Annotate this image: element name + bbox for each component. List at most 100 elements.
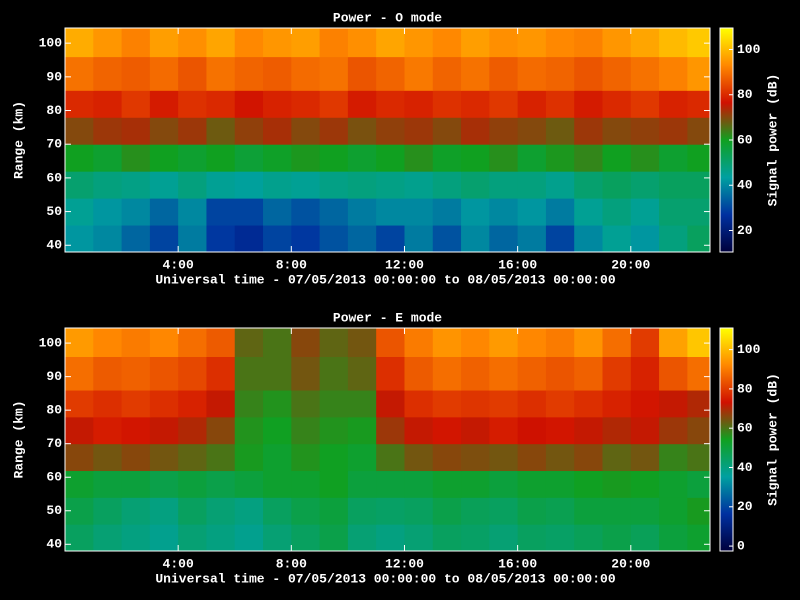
heat-cell bbox=[489, 198, 519, 226]
heat-cell bbox=[545, 28, 575, 58]
heat-cell bbox=[602, 56, 632, 91]
heat-cell bbox=[602, 198, 632, 226]
colorbar-tick-label: 20 bbox=[737, 223, 753, 238]
heat-cell bbox=[659, 225, 688, 253]
heat-cell bbox=[574, 470, 603, 498]
heat-cell bbox=[263, 356, 292, 391]
heat-cell bbox=[404, 497, 434, 525]
heat-cell bbox=[574, 328, 603, 358]
heat-cell bbox=[234, 443, 264, 472]
heat-cell bbox=[630, 144, 660, 172]
heat-cell bbox=[659, 56, 688, 91]
heat-cell bbox=[545, 470, 575, 498]
heat-cell bbox=[432, 497, 462, 525]
heat-cell bbox=[178, 443, 207, 472]
heat-cell bbox=[687, 144, 711, 172]
heat-cell bbox=[347, 90, 377, 118]
heat-cell bbox=[234, 390, 264, 418]
heat-cell bbox=[93, 90, 123, 118]
heat-cell bbox=[432, 198, 462, 226]
heat-cell bbox=[206, 390, 236, 418]
heat-cell bbox=[347, 171, 377, 199]
heat-cell bbox=[149, 356, 179, 391]
heat-cell bbox=[319, 198, 349, 226]
heat-cell bbox=[149, 497, 179, 525]
heat-cell bbox=[178, 225, 207, 253]
heat-cell bbox=[461, 90, 490, 118]
heat-cell bbox=[489, 144, 519, 172]
heat-cell bbox=[545, 56, 575, 91]
heat-cell bbox=[404, 443, 434, 472]
heat-cell bbox=[178, 497, 207, 525]
heat-cell bbox=[432, 90, 462, 118]
heat-cell bbox=[545, 117, 575, 145]
y-tick-label: 60 bbox=[46, 170, 62, 185]
heat-cell bbox=[432, 56, 462, 91]
heat-cell bbox=[461, 390, 490, 418]
y-tick-label: 40 bbox=[46, 537, 62, 552]
heat-cell bbox=[178, 328, 207, 358]
y-tick-label: 100 bbox=[39, 336, 63, 351]
y-tick-label: 60 bbox=[46, 470, 62, 485]
heat-cell bbox=[65, 28, 94, 58]
heat-cell bbox=[263, 390, 292, 418]
heat-cell bbox=[93, 28, 123, 58]
heat-cell bbox=[404, 56, 434, 91]
chart-title: Power - E mode bbox=[333, 310, 442, 325]
colorbar-tick-label: 40 bbox=[737, 460, 753, 475]
heat-cell bbox=[319, 328, 349, 358]
heat-cell bbox=[545, 416, 575, 445]
heat-cell bbox=[432, 144, 462, 172]
heat-cell bbox=[93, 416, 123, 445]
heat-cell bbox=[178, 390, 207, 418]
chart-title: Power - O mode bbox=[333, 10, 442, 25]
heat-cell bbox=[149, 524, 179, 552]
heat-cell bbox=[630, 356, 660, 391]
colorbar-label: Signal power (dB) bbox=[765, 74, 780, 207]
heat-cell bbox=[347, 28, 377, 58]
heat-cell bbox=[659, 328, 688, 358]
heat-cell bbox=[602, 144, 632, 172]
heat-cell bbox=[489, 90, 519, 118]
heat-cell bbox=[376, 198, 405, 226]
heat-cell bbox=[93, 443, 123, 472]
heat-cell bbox=[178, 56, 207, 91]
heat-cell bbox=[630, 443, 660, 472]
heat-cell bbox=[121, 225, 151, 253]
heat-cell bbox=[461, 497, 490, 525]
heat-cell bbox=[432, 225, 462, 253]
colorbar-tick-label: 60 bbox=[737, 132, 753, 147]
heat-cell bbox=[659, 144, 688, 172]
heat-cell bbox=[234, 90, 264, 118]
heat-cell bbox=[489, 470, 519, 498]
heat-cell bbox=[376, 497, 405, 525]
heat-cell bbox=[404, 28, 434, 58]
heat-cell bbox=[121, 497, 151, 525]
heat-cell bbox=[149, 416, 179, 445]
heat-cell bbox=[574, 497, 603, 525]
heat-cell bbox=[630, 117, 660, 145]
heat-cell bbox=[687, 28, 711, 58]
colorbar-tick-label: 80 bbox=[737, 381, 753, 396]
heat-cell bbox=[93, 470, 123, 498]
heat-cell bbox=[234, 56, 264, 91]
heat-cell bbox=[404, 328, 434, 358]
heat-cell bbox=[630, 390, 660, 418]
heat-cell bbox=[574, 416, 603, 445]
heat-cell bbox=[659, 356, 688, 391]
colorbar-tick-label: 20 bbox=[737, 499, 753, 514]
y-tick-label: 80 bbox=[46, 103, 62, 118]
heat-cell bbox=[263, 90, 292, 118]
heat-cell bbox=[489, 356, 519, 391]
heat-cell bbox=[489, 416, 519, 445]
heat-cell bbox=[432, 470, 462, 498]
heat-cell bbox=[234, 470, 264, 498]
heat-cell bbox=[65, 117, 94, 145]
heat-cell bbox=[545, 144, 575, 172]
heat-cell bbox=[404, 416, 434, 445]
heat-cell bbox=[263, 225, 292, 253]
heat-cell bbox=[545, 390, 575, 418]
heat-cell bbox=[461, 443, 490, 472]
heat-cell bbox=[121, 328, 151, 358]
